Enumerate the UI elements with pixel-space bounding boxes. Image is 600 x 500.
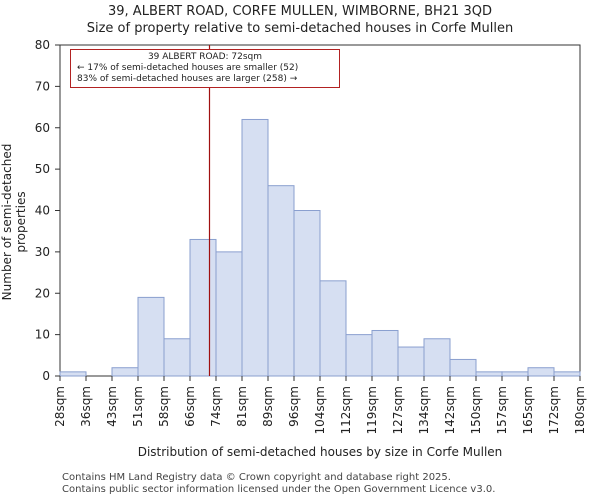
chart-title-address: 39, ALBERT ROAD, CORFE MULLEN, WIMBORNE,…	[108, 4, 492, 19]
y-tick-label: 70	[35, 79, 50, 93]
y-tick-label: 50	[35, 162, 50, 176]
x-tick-label: 28sqm	[53, 386, 67, 427]
x-tick-label: 58sqm	[157, 386, 171, 427]
histogram-bar	[59, 371, 87, 377]
x-tick-label: 96sqm	[287, 386, 301, 427]
y-axis-label: Number of semi-detached properties	[0, 143, 28, 301]
histogram-bar	[345, 334, 373, 377]
annotation-smaller: ← 17% of semi-detached houses are smalle…	[77, 63, 299, 73]
histogram-bar	[137, 296, 165, 377]
x-tick-label: 134sqm	[417, 386, 431, 434]
x-tick-label: 81sqm	[235, 386, 249, 427]
y-tick-label: 0	[42, 369, 50, 383]
histogram-bar	[189, 238, 217, 377]
x-tick-label: 51sqm	[131, 386, 145, 427]
histogram-bar	[241, 118, 269, 377]
histogram-bar	[293, 210, 321, 377]
histogram-bar	[397, 346, 425, 377]
x-tick-label: 150sqm	[469, 386, 483, 434]
x-tick-label: 165sqm	[521, 386, 535, 434]
histogram-bar	[319, 280, 347, 377]
annotation-title: 39 ALBERT ROAD: 72sqm	[147, 52, 263, 62]
histogram-bar	[371, 329, 399, 377]
x-tick-label: 112sqm	[339, 386, 353, 434]
histogram-bar	[527, 367, 555, 377]
footer-copyright: Contains HM Land Registry data © Crown c…	[62, 472, 451, 483]
y-tick-label: 40	[35, 204, 50, 218]
x-axis-label: Distribution of semi-detached houses by …	[137, 445, 503, 459]
chart-title: Size of property relative to semi-detach…	[86, 21, 514, 36]
x-tick-label: 127sqm	[391, 386, 405, 434]
x-tick-label: 74sqm	[209, 386, 223, 427]
y-tick-label: 80	[35, 38, 50, 52]
x-tick-label: 36sqm	[79, 386, 93, 427]
y-tick-label: 10	[35, 328, 50, 342]
histogram-bar	[449, 358, 477, 377]
x-tick-label: 43sqm	[105, 386, 119, 427]
histogram-bar	[215, 251, 243, 377]
histogram-bar	[267, 185, 295, 377]
y-tick-label: 60	[35, 121, 50, 135]
x-tick-label: 157sqm	[495, 386, 509, 434]
marker-annotation-box: 39 ALBERT ROAD: 72sqm ← 17% of semi-deta…	[70, 49, 340, 88]
x-tick-label: 180sqm	[573, 386, 587, 434]
footer-licence: Contains public sector information licen…	[62, 484, 496, 495]
histogram-bar	[111, 367, 139, 377]
annotation-larger: 83% of semi-detached houses are larger (…	[77, 74, 298, 84]
y-tick-label: 30	[35, 245, 50, 259]
histogram-bar	[423, 338, 451, 377]
x-tick-label: 66sqm	[183, 386, 197, 427]
x-tick-label: 104sqm	[313, 386, 327, 434]
y-tick-label: 20	[35, 286, 50, 300]
histogram-bar	[553, 371, 581, 377]
x-tick-label: 119sqm	[365, 386, 379, 434]
histogram-bar	[163, 338, 191, 377]
x-tick-label: 172sqm	[547, 386, 561, 434]
x-tick-label: 89sqm	[261, 386, 275, 427]
histogram-bar	[501, 371, 529, 377]
histogram-bar	[475, 371, 503, 377]
x-tick-label: 142sqm	[443, 386, 457, 434]
